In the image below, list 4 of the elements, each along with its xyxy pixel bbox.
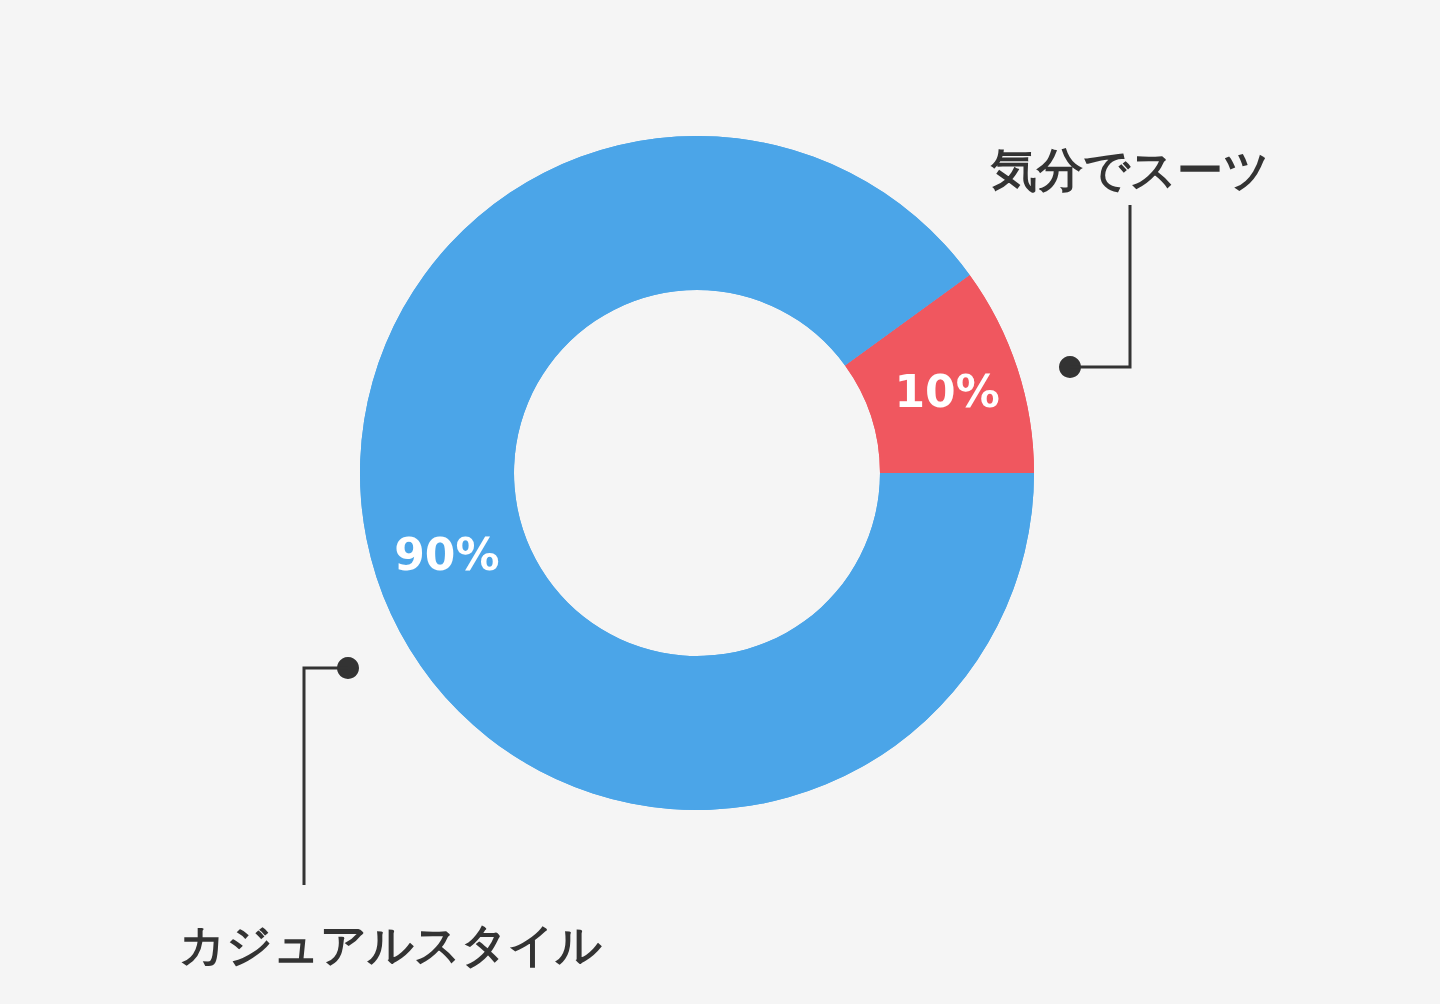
slice-label: カジュアルスタイル (178, 918, 602, 972)
data-label: 10% (894, 366, 1000, 418)
data-label: 90% (394, 528, 500, 580)
slice-label: 気分でスーツ (989, 143, 1270, 197)
